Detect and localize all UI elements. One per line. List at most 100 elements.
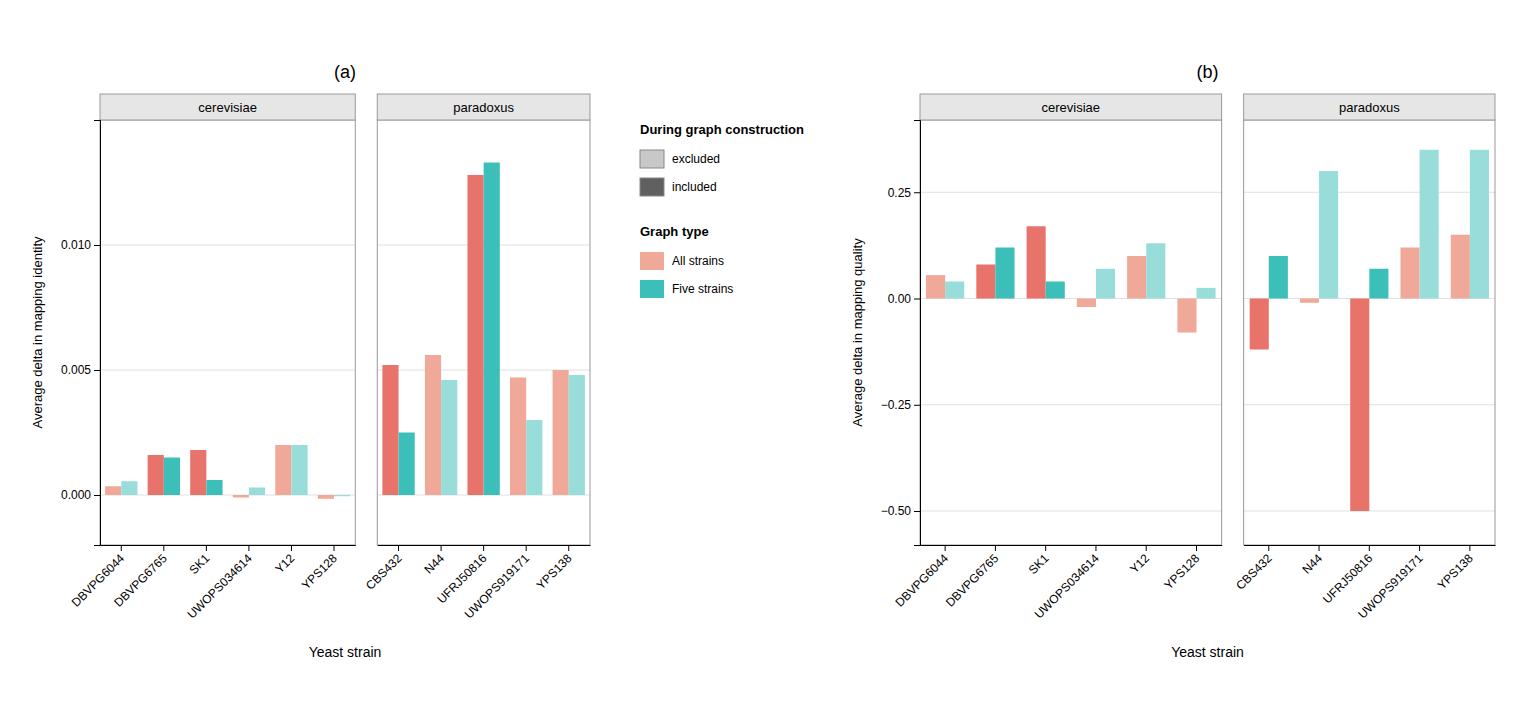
x-axis-title: Yeast strain <box>1171 644 1244 660</box>
tick-label: YPS138 <box>1435 551 1476 592</box>
tick: YPS128 <box>299 545 340 592</box>
tick-label: −0.50 <box>881 504 912 518</box>
y-axis: −0.50−0.250.000.25 <box>881 121 921 546</box>
facet-title: paradoxus <box>1339 100 1400 115</box>
tick-label: UWOPS919171 <box>1355 551 1426 622</box>
tick-mark <box>1369 545 1370 551</box>
grid <box>920 192 1222 511</box>
tick-mark <box>163 545 164 551</box>
tick: 0.000 <box>61 488 100 502</box>
bar <box>105 486 121 495</box>
tick-label: YPS128 <box>1161 551 1202 592</box>
tick-label: CBS432 <box>1233 551 1275 593</box>
grid-line <box>920 192 1222 193</box>
bar <box>976 265 995 299</box>
tick: CBS432 <box>1233 545 1275 593</box>
tick: CBS432 <box>363 545 405 593</box>
tick: UFRJ50816 <box>1320 545 1375 606</box>
tick-mark <box>483 545 484 551</box>
bar <box>1027 226 1046 298</box>
bar <box>1451 235 1470 299</box>
bar <box>164 458 180 496</box>
bar <box>995 248 1014 299</box>
bar <box>382 365 398 495</box>
facet-border <box>377 120 590 545</box>
facet-header <box>377 94 590 120</box>
tick: YPS128 <box>1161 545 1202 592</box>
facet-background <box>920 120 1222 545</box>
tick-label: UWOPS034614 <box>185 551 256 622</box>
grid-line <box>100 370 355 371</box>
y-axis-title: Average delta in mapping quality <box>850 238 865 427</box>
tick-mark <box>94 245 100 246</box>
chart: cerevisiaeDBVPG6044DBVPG6765SK1UWOPS0346… <box>0 0 1521 721</box>
tick: Y12 <box>272 545 297 576</box>
facet-header <box>100 94 355 120</box>
tick-mark <box>441 545 442 551</box>
facet-header <box>1244 94 1495 120</box>
legend: During graph construction excluded include… <box>640 122 804 298</box>
bar <box>399 433 415 496</box>
grid-line <box>100 245 355 246</box>
x-axis: CBS432N44UFRJ50816UWOPS919171YPS138 <box>363 545 591 622</box>
y-axis: 0.0000.0050.010 <box>61 121 101 546</box>
bar <box>1369 269 1388 299</box>
tick: UWOPS034614 <box>185 545 256 622</box>
facet-border <box>920 120 1222 545</box>
bar <box>1096 269 1115 299</box>
grid <box>100 245 355 495</box>
bar <box>1146 243 1165 298</box>
bar <box>148 455 164 495</box>
legend-title: During graph construction <box>640 122 804 137</box>
bar <box>275 445 291 495</box>
tick-label: N44 <box>422 551 448 577</box>
tick: 0.25 <box>888 186 920 200</box>
grid <box>1244 192 1495 511</box>
x-axis: DBVPG6044DBVPG6765SK1UWOPS034614Y12YPS12… <box>893 545 1223 622</box>
tick-label: SK1 <box>186 551 212 577</box>
tick-mark <box>1095 545 1096 551</box>
tick-mark <box>1196 545 1197 551</box>
panel-title: (a) <box>334 62 356 82</box>
bar <box>206 480 222 495</box>
legend-swatch <box>640 280 664 298</box>
tick-mark <box>526 545 527 551</box>
legend-swatch <box>640 252 664 270</box>
panel: cerevisiaeDBVPG6044DBVPG6765SK1UWOPS0346… <box>30 62 591 660</box>
legend-label: excluded <box>672 152 720 166</box>
tick: UWOPS034614 <box>1032 545 1103 622</box>
facet-background <box>377 120 590 545</box>
facet-background <box>1244 120 1495 545</box>
tick-mark <box>291 545 292 551</box>
tick-label: Y12 <box>272 551 297 576</box>
tick: N44 <box>1300 545 1326 577</box>
x-axis: CBS432 N44UFRJ50816UWOPS919171YPS138 <box>1233 545 1495 622</box>
bar <box>121 481 137 495</box>
facet-title: cerevisiae <box>198 100 257 115</box>
tick-mark <box>914 192 920 193</box>
facet-header <box>920 94 1222 120</box>
facet-border <box>1244 120 1495 545</box>
tick: DBVPG6765 <box>943 545 1002 610</box>
facet-title: paradoxus <box>453 100 514 115</box>
bar <box>510 378 526 496</box>
bar <box>1350 299 1369 512</box>
bar <box>1300 299 1319 303</box>
legend-label: included <box>672 180 717 194</box>
bar <box>1077 299 1096 308</box>
bar <box>569 375 585 495</box>
grid-line <box>920 404 1222 405</box>
tick-mark <box>914 511 920 512</box>
tick: −0.25 <box>881 398 920 412</box>
tick-mark <box>1319 545 1320 551</box>
tick-mark <box>94 370 100 371</box>
tick: YPS138 <box>1435 545 1476 592</box>
tick: UWOPS919171 <box>462 545 533 622</box>
bar <box>1319 171 1338 299</box>
tick: SK1 <box>1026 545 1052 577</box>
tick-mark <box>914 405 920 406</box>
facet-background <box>100 120 355 545</box>
panel: cerevisiaeDBVPG6044DBVPG6765SK1UWOPS0346… <box>850 62 1496 660</box>
tick-mark <box>398 545 399 551</box>
tick: SK1 <box>186 545 212 577</box>
